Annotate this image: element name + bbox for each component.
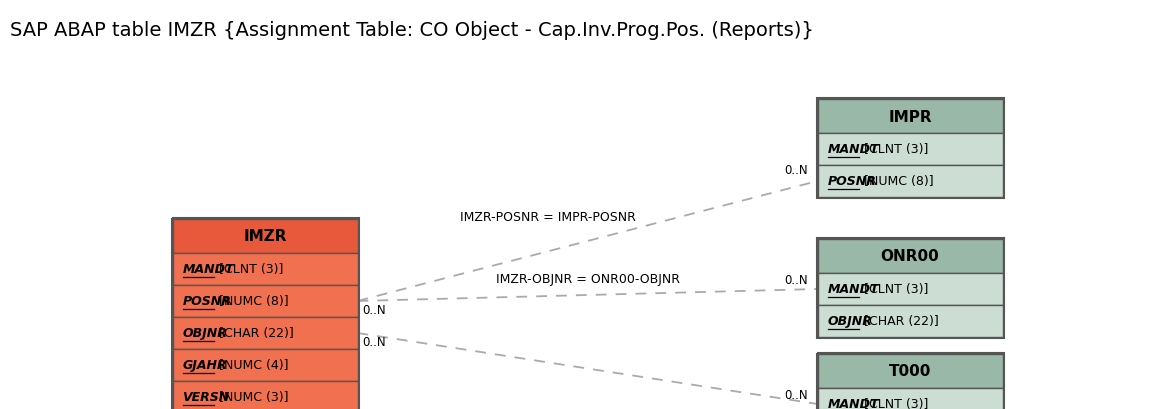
Text: SAP ABAP table IMZR {Assignment Table: CO Object - Cap.Inv.Prog.Pos. (Reports)}: SAP ABAP table IMZR {Assignment Table: C… [11,20,814,39]
Text: MANDT: MANDT [828,398,879,409]
Bar [173,220,358,254]
Bar [817,273,1003,305]
Bar [173,381,358,409]
Bar [816,99,1003,198]
Text: IMZR-OBJNR = ONR00-OBJNR: IMZR-OBJNR = ONR00-OBJNR [496,272,679,285]
Text: [CHAR (22)]: [CHAR (22)] [860,315,939,328]
Text: ONR00: ONR00 [880,249,940,264]
Text: IMZR: IMZR [243,229,286,244]
Text: IMZR-POSNR = IMPR-POSNR: IMZR-POSNR = IMPR-POSNR [459,211,636,223]
Bar [817,305,1003,337]
Bar [173,349,358,381]
Text: OBJNR: OBJNR [182,327,228,339]
Bar [173,317,358,349]
Text: IMPR: IMPR [888,109,932,124]
Bar [817,100,1003,134]
Bar [173,254,358,285]
Text: 0..N: 0..N [784,164,808,177]
Text: [CLNT (3)]: [CLNT (3)] [860,283,928,296]
Text: [CLNT (3)]: [CLNT (3)] [860,398,928,409]
Bar [817,388,1003,409]
Text: [CLNT (3)]: [CLNT (3)] [215,263,283,276]
Text: MANDT: MANDT [828,143,879,156]
Bar [173,285,358,317]
Text: [NUMC (4)]: [NUMC (4)] [215,359,289,372]
Text: MANDT: MANDT [182,263,234,276]
Text: [CHAR (22)]: [CHAR (22)] [215,327,293,339]
Text: T000: T000 [888,364,932,379]
Text: [NUMC (8)]: [NUMC (8)] [860,175,934,188]
Bar [172,218,359,409]
Text: GJAHR: GJAHR [182,359,227,372]
Text: [NUMC (8)]: [NUMC (8)] [215,295,289,308]
Text: POSNR: POSNR [182,295,231,308]
Bar [817,239,1003,273]
Bar [816,238,1003,338]
Text: 0..N: 0..N [362,303,386,316]
Text: POSNR: POSNR [828,175,877,188]
Bar [817,166,1003,198]
Bar [817,354,1003,388]
Bar [817,134,1003,166]
Text: 0..N: 0..N [784,388,808,401]
Text: VERSN: VERSN [182,391,230,404]
Text: [CLNT (3)]: [CLNT (3)] [860,143,928,156]
Text: MANDT: MANDT [828,283,879,296]
Text: 0..N: 0..N [784,273,808,286]
Text: OBJNR: OBJNR [828,315,872,328]
Text: [NUMC (3)]: [NUMC (3)] [215,391,289,404]
Text: 0..N: 0..N [362,335,386,348]
Bar [816,353,1003,409]
